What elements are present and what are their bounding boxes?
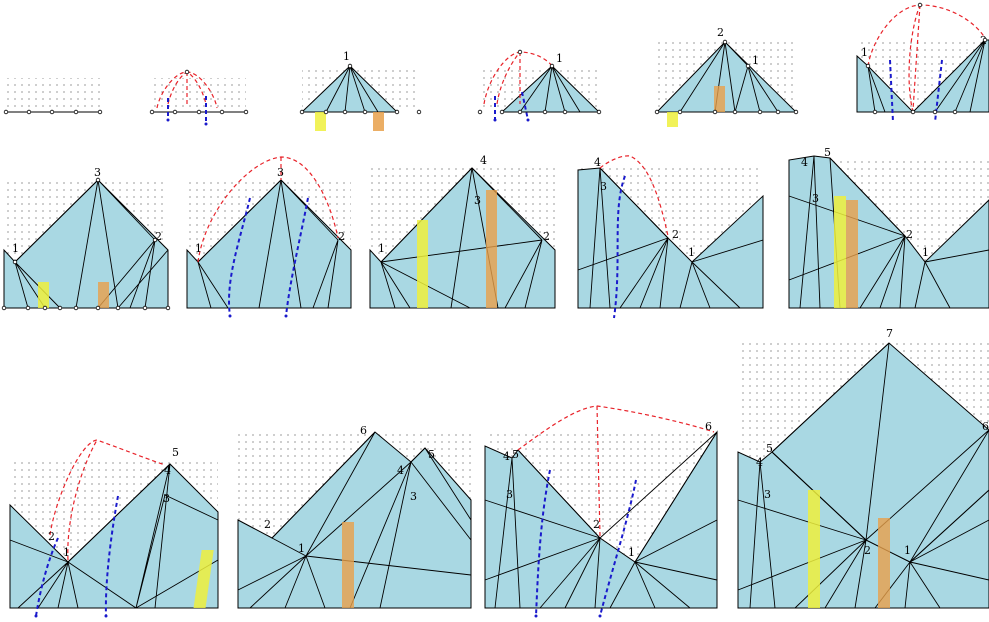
vertex-label: 3 [812, 192, 819, 205]
vertex-label: 4 [756, 456, 763, 469]
vertex-label: 4 [503, 450, 510, 463]
triangulated-region [300, 65, 399, 113]
vertex-label: 2 [48, 530, 55, 543]
vertex-label: 1 [343, 50, 350, 63]
vertex-label: 4 [480, 154, 487, 167]
vertex-label: 1 [298, 542, 305, 555]
blue-dashed-paths [35, 495, 119, 617]
panel-11: 5 4 3 2 1 [788, 146, 989, 309]
vertex-label: 2 [593, 518, 600, 531]
vertex-label: 1 [861, 46, 868, 59]
vertex-label: 4 [164, 464, 171, 477]
diagonals [325, 65, 379, 113]
orange-marker [714, 86, 725, 112]
vertex-label: 6 [360, 424, 367, 437]
blue-dashed-paths [167, 96, 207, 124]
yellow-marker [193, 550, 214, 608]
red-dashed-arcs [49, 439, 166, 561]
vertex-label: 2 [672, 228, 679, 241]
vertex-label: 1 [556, 52, 563, 65]
panel-2 [149, 69, 249, 126]
panel-5: 2 1 [654, 26, 799, 127]
panel-4: 1 [477, 49, 602, 122]
vertex-label: 6 [705, 420, 712, 433]
panel-1 [3, 78, 103, 115]
orange-marker [878, 518, 890, 608]
vertex-label: 5 [512, 448, 519, 461]
blue-dashed-paths [494, 91, 529, 121]
vertex-label: 1 [628, 546, 635, 559]
vertex-label: 1 [752, 54, 759, 67]
vertex-label: 5 [172, 446, 179, 459]
panel-6: 1 2 [856, 2, 989, 123]
triangulated-region [911, 39, 989, 113]
triangulated-region [577, 167, 764, 309]
blue-dashed-paths [228, 197, 309, 317]
panel-13: 6 4 5 3 2 1 [193, 424, 472, 609]
vertex-label: 2 [906, 228, 913, 241]
vertex-label: 1 [195, 242, 202, 255]
vertex-label: 5 [766, 442, 773, 455]
orange-marker [486, 190, 497, 308]
vertex-label: 4 [801, 156, 808, 169]
orange-marker [373, 112, 384, 131]
yellow-marker [667, 112, 678, 127]
vertex-label: 3 [277, 166, 284, 179]
vertex-label: 3 [600, 180, 607, 193]
vertex-label: 1 [63, 546, 70, 559]
vertex-label: 1 [922, 246, 929, 259]
orange-marker [98, 282, 109, 308]
base-vertices [3, 109, 103, 115]
orange-marker [846, 200, 858, 308]
vertex-label: 7 [886, 327, 893, 340]
panel-15: 7 6 4 5 3 2 1 [737, 327, 989, 609]
vertex-label: 2 [717, 26, 724, 39]
vertex-label: 2 [155, 230, 162, 243]
vertex-label: 3 [474, 194, 481, 207]
vertex-label: 1 [688, 246, 695, 259]
vertex-label: 3 [163, 492, 170, 505]
panel-14: 6 4 5 3 2 1 [484, 405, 718, 618]
vertex-label: 3 [410, 490, 417, 503]
vertex-label: 3 [506, 488, 513, 501]
base-vertices [149, 69, 249, 115]
vertex-label: 3 [764, 488, 771, 501]
vertex-label: 2 [338, 230, 345, 243]
yellow-marker [38, 282, 49, 308]
vertex-label: 1 [904, 544, 911, 557]
dot-grid [152, 78, 246, 112]
triangulated-region [500, 65, 601, 113]
yellow-marker [315, 112, 326, 131]
vertex-label: 5 [428, 448, 435, 461]
panel-10: 4 3 2 1 [577, 155, 764, 319]
yellow-marker [808, 490, 820, 608]
blue-dashed-paths [535, 469, 637, 617]
vertex-label: 1 [378, 242, 385, 255]
vertex-label: 1 [12, 242, 19, 255]
orange-marker [342, 522, 354, 608]
panel-8: 3 1 2 [186, 156, 352, 318]
yellow-marker [834, 196, 846, 308]
panel-9: 4 3 1 2 [369, 154, 556, 309]
panel-12: 5 4 3 2 1 [9, 439, 219, 618]
yellow-marker [417, 220, 428, 308]
dot-grid [6, 78, 100, 112]
vertex-label: 2 [543, 230, 550, 243]
vertex-label: 4 [594, 156, 601, 169]
red-dashed-arcs [517, 405, 715, 537]
vertex-label: 2 [264, 518, 271, 531]
panel-7: 3 1 2 [1, 166, 171, 311]
panel-3: 1 [299, 50, 422, 131]
vertex-label: 4 [397, 464, 404, 477]
vertex-label: 6 [982, 420, 989, 433]
vertex-label: 3 [94, 166, 101, 179]
vertex-label: 5 [824, 146, 831, 159]
red-dashed-arcs [197, 156, 339, 263]
vertex-label: 2 [864, 544, 871, 557]
